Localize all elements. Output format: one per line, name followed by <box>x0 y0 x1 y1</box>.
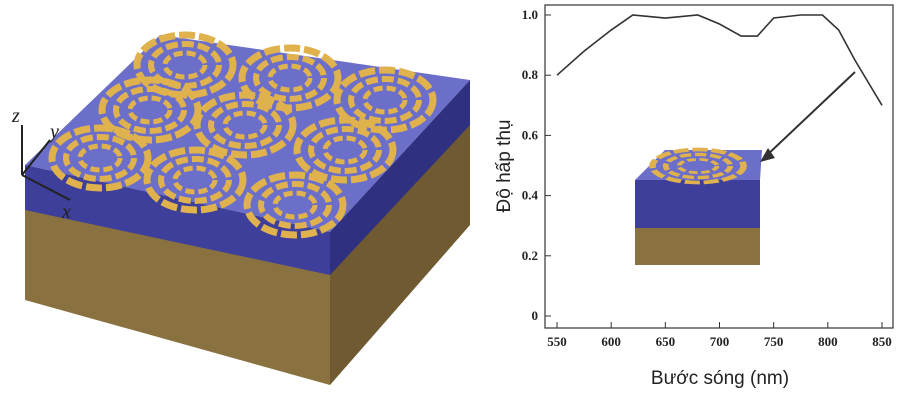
axis-x-label: x <box>61 201 71 223</box>
y-tick-label: 0.6 <box>522 127 539 142</box>
x-tick-label: 650 <box>656 334 676 349</box>
x-tick-label: 550 <box>547 334 567 349</box>
x-tick-label: 800 <box>818 334 838 349</box>
x-tick-label: 750 <box>764 334 784 349</box>
axis-y-label: y <box>48 121 59 143</box>
y-tick-label: 0 <box>532 308 539 323</box>
y-tick-label: 0.4 <box>522 188 539 203</box>
x-tick-label: 600 <box>601 334 621 349</box>
axis-z-label: z <box>11 105 20 127</box>
y-tick-label: 0.2 <box>522 248 538 263</box>
x-tick-label: 700 <box>710 334 730 349</box>
y-axis-title: Độ hấp thụ <box>494 120 515 213</box>
y-tick-label: 0.8 <box>522 67 539 82</box>
absorption-line <box>556 14 883 106</box>
x-tick-label: 850 <box>872 334 892 349</box>
absorber-illustration: z y x <box>11 35 470 385</box>
y-tick-label: 1.0 <box>522 7 538 22</box>
inset-unit-cell <box>635 71 856 265</box>
x-axis-title: Bước sóng (nm) <box>651 368 789 389</box>
